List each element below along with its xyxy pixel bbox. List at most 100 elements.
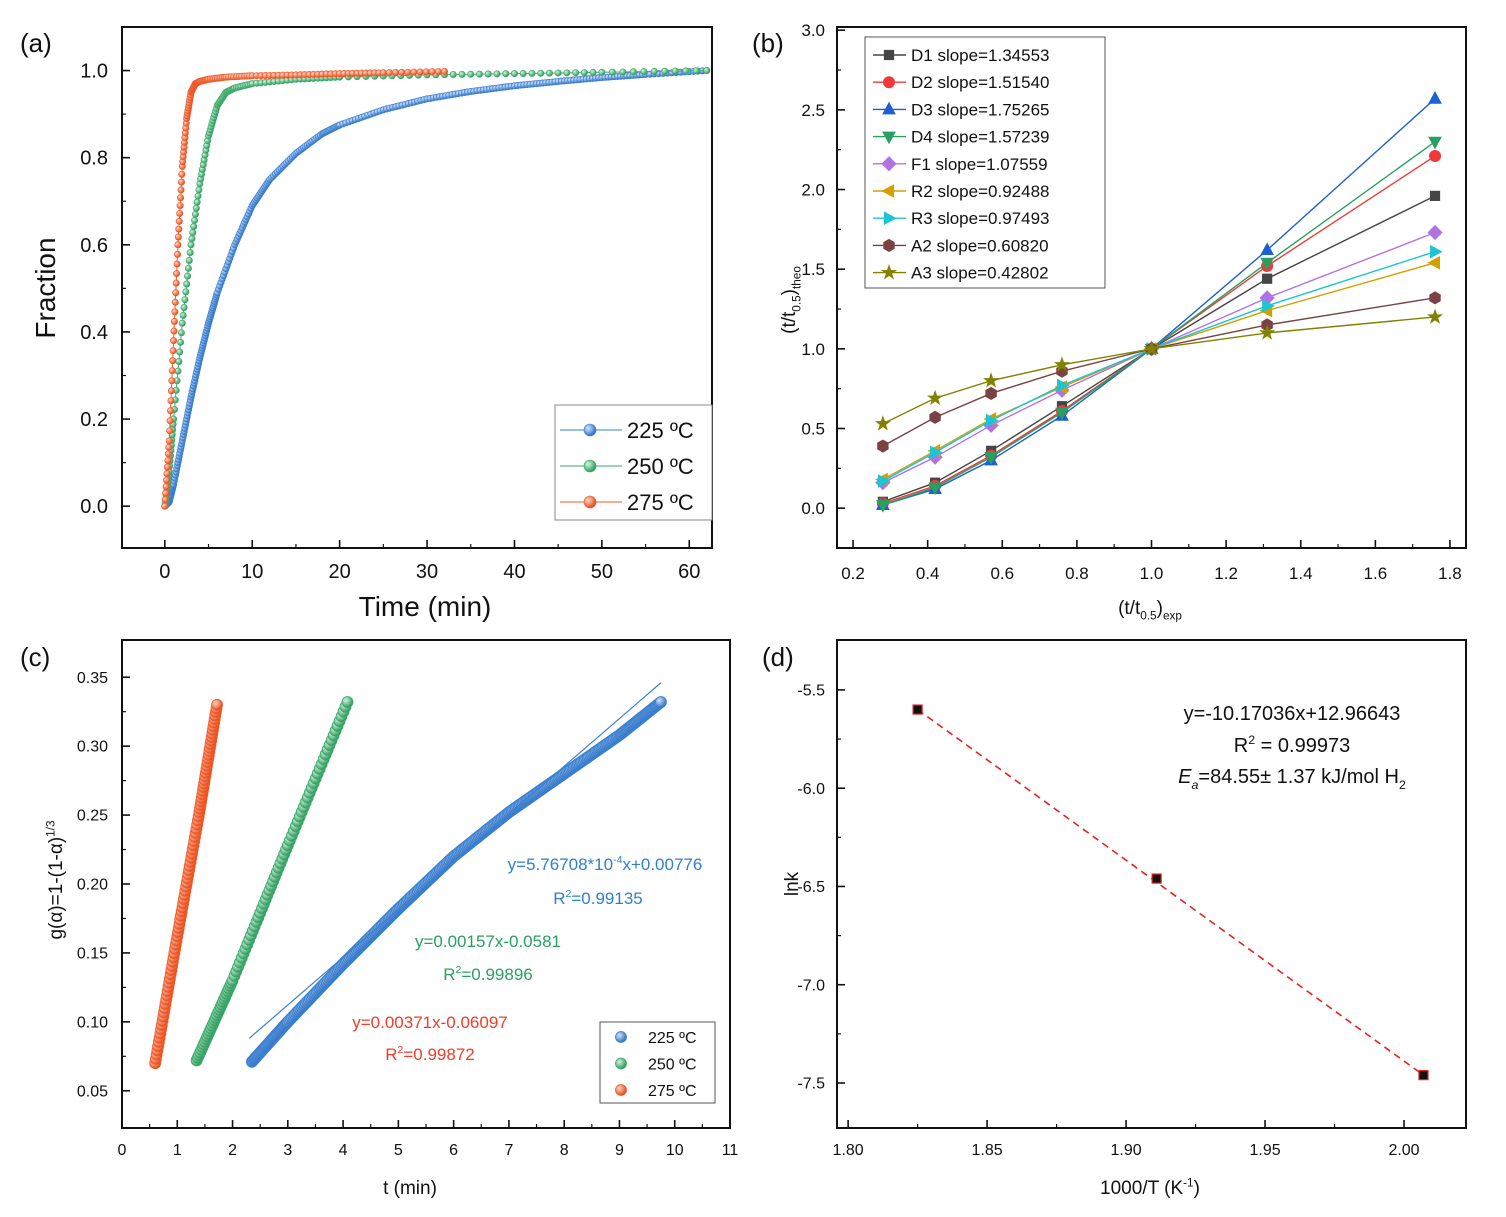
fit-equation: y=0.00371x-0.06097 bbox=[352, 1013, 508, 1032]
x-tick-label: 4 bbox=[339, 1142, 348, 1159]
series-A3 bbox=[874, 308, 1444, 431]
data-point bbox=[458, 70, 466, 78]
text-segment: -1 bbox=[1183, 1176, 1193, 1189]
text-segment: R bbox=[1234, 735, 1248, 757]
legend: D1 slope=1.34553 D2 slope=1.51540 D3 slope… bbox=[864, 36, 1106, 289]
text-segment: 2 bbox=[456, 964, 462, 976]
text-segment: (t/t bbox=[779, 311, 800, 334]
data-point bbox=[640, 68, 648, 76]
data-point bbox=[177, 329, 185, 337]
legend-label: R3 slope=0.97493 bbox=[911, 209, 1049, 228]
y-tick-label: 0.2 bbox=[80, 409, 108, 431]
x-tick-label: 0 bbox=[118, 1142, 127, 1159]
data-point bbox=[176, 209, 184, 217]
data-point bbox=[178, 319, 186, 327]
data-point bbox=[392, 68, 400, 76]
legend-label: D3 slope=1.75265 bbox=[911, 100, 1049, 119]
triangle-down-marker bbox=[1260, 257, 1274, 271]
x-tick-label: 1.95 bbox=[1249, 1142, 1280, 1159]
series-line bbox=[882, 297, 1436, 447]
data-point bbox=[182, 288, 190, 296]
x-tick-label: 3 bbox=[283, 1142, 292, 1159]
triangle-right-marker bbox=[930, 445, 943, 460]
data-point bbox=[484, 70, 492, 78]
triangle-down-marker bbox=[928, 482, 942, 496]
data-point bbox=[184, 264, 192, 272]
y-tick-label: 0.10 bbox=[77, 1014, 108, 1031]
text-segment: y=5.76708*10 bbox=[508, 855, 613, 874]
text-segment: =0.99872 bbox=[403, 1045, 474, 1064]
plot-frame bbox=[121, 26, 713, 549]
star-marker bbox=[1259, 324, 1276, 340]
annotation-line: Ea=84.55± 1.37 kJ/mol H2 bbox=[1178, 766, 1406, 792]
data-point bbox=[167, 397, 175, 405]
text-segment: exp bbox=[1163, 610, 1182, 623]
x-tick-label: 0.4 bbox=[916, 564, 940, 583]
data-point bbox=[211, 698, 223, 711]
data-point bbox=[191, 216, 199, 224]
panel-b-reduced-time-plot: (b) 0.2 0.4 0.6 0.8 1.0 1.2 1.4 1.6 1.8 0.0 0.5 1.0 1… bbox=[752, 21, 1467, 623]
legend-marker bbox=[615, 1057, 627, 1070]
data-point bbox=[175, 217, 183, 225]
data-point bbox=[170, 327, 178, 335]
hexagon-marker bbox=[1429, 291, 1441, 305]
text-segment: x+0.00776 bbox=[622, 855, 702, 874]
panel-label: (b) bbox=[752, 28, 784, 58]
x-tick-label: 20 bbox=[329, 561, 351, 583]
data-point bbox=[619, 68, 627, 76]
data-point bbox=[176, 348, 184, 356]
data-point bbox=[467, 70, 475, 78]
square-marker bbox=[1429, 190, 1441, 201]
data-point bbox=[162, 489, 170, 497]
y-tick-label: 0.0 bbox=[801, 499, 825, 518]
x-tick-label: 7 bbox=[504, 1142, 513, 1159]
data-point bbox=[682, 67, 690, 75]
x-tick-label: 40 bbox=[503, 561, 525, 583]
data-point bbox=[186, 249, 194, 257]
data-point bbox=[162, 483, 170, 491]
r-squared: R2=0.99872 bbox=[385, 1044, 475, 1064]
star-marker bbox=[983, 372, 1000, 388]
data-point bbox=[166, 427, 174, 435]
text-segment: y=-10.17036x+12.96643 bbox=[1184, 703, 1401, 725]
y-tick-label: -6.5 bbox=[797, 879, 825, 896]
r-squared: R2=0.99135 bbox=[553, 888, 643, 908]
triangle-right-marker bbox=[1056, 378, 1070, 393]
data-point bbox=[177, 194, 185, 202]
y-axis-title: Fraction bbox=[30, 237, 61, 338]
text-segment: ) bbox=[779, 289, 800, 295]
data-point bbox=[510, 70, 518, 78]
fit-equation: y=5.76708*10-4x+0.00776 bbox=[508, 854, 703, 874]
x-tick-label: 2.00 bbox=[1388, 1142, 1419, 1159]
text-segment: =0.99135 bbox=[571, 889, 642, 908]
data-point bbox=[171, 308, 179, 316]
x-axis-title: (t/t0.5)exp bbox=[1118, 598, 1182, 623]
data-point bbox=[176, 202, 184, 210]
text-segment: 2 bbox=[1248, 733, 1255, 747]
text-segment: 1000/T (K bbox=[1100, 1178, 1183, 1199]
y-tick-label: 0.6 bbox=[80, 235, 108, 257]
text-segment: -4 bbox=[613, 854, 623, 866]
data-point bbox=[167, 387, 175, 395]
series-line bbox=[882, 262, 1436, 481]
square-marker bbox=[883, 49, 895, 61]
data-point bbox=[180, 304, 188, 312]
data-point bbox=[379, 69, 387, 77]
data-point bbox=[398, 68, 406, 76]
x-tick-label: 1.4 bbox=[1289, 564, 1313, 583]
text-segment: E bbox=[1178, 766, 1192, 788]
legend-label: 225 ºC bbox=[648, 1030, 697, 1047]
y-tick-label: 1.5 bbox=[801, 260, 825, 279]
data-point bbox=[655, 696, 667, 708]
data-point bbox=[195, 186, 203, 194]
x-tick-label: 0.2 bbox=[841, 564, 865, 583]
series-275 bbox=[149, 698, 223, 1070]
legend-label: A3 slope=0.42802 bbox=[911, 264, 1049, 283]
data-point bbox=[650, 67, 658, 75]
panel-label: (a) bbox=[20, 28, 52, 58]
legend: 225 ºC 250 ºC 275 ºC bbox=[599, 1021, 716, 1104]
fit-line bbox=[917, 708, 1424, 1076]
data-point bbox=[175, 358, 183, 366]
x-tick-label: 30 bbox=[416, 561, 438, 583]
